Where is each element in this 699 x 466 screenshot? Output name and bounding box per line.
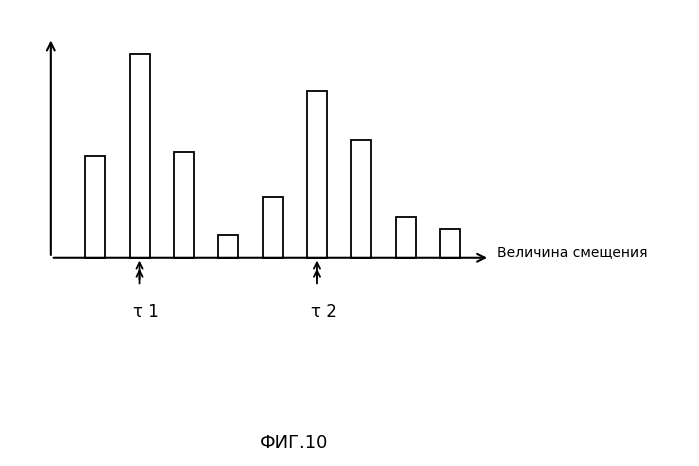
Bar: [352, 139, 371, 258]
Text: τ 2: τ 2: [310, 302, 336, 321]
Bar: [396, 217, 416, 258]
Bar: [218, 235, 238, 258]
Bar: [307, 90, 327, 258]
Text: Величина смещения: Величина смещения: [496, 245, 647, 259]
Bar: [85, 156, 105, 258]
Bar: [263, 197, 282, 258]
Bar: [440, 229, 460, 258]
Bar: [174, 152, 194, 258]
Text: ФИГ.10: ФИГ.10: [259, 434, 328, 452]
Bar: [129, 54, 150, 258]
Text: τ 1: τ 1: [134, 302, 159, 321]
